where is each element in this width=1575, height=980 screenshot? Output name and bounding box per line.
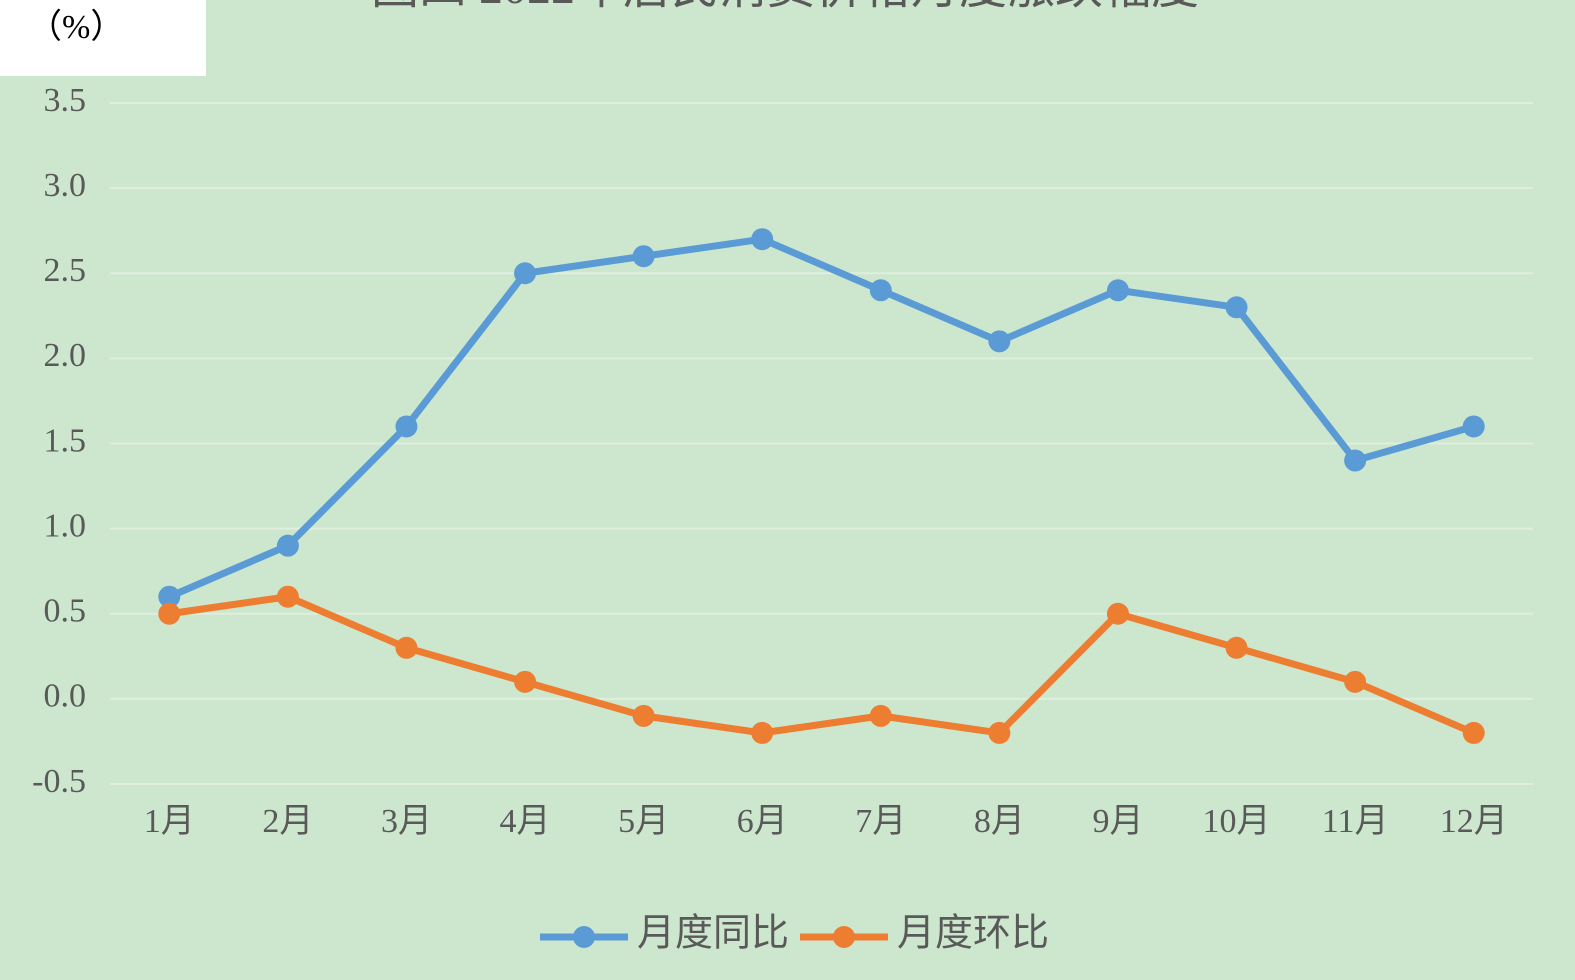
x-tick-label: 10月: [1203, 803, 1271, 840]
x-tick-label: 1月: [144, 803, 195, 840]
data-point: [395, 636, 418, 659]
x-tick-label: 7月: [855, 803, 906, 840]
data-point: [869, 279, 892, 302]
data-point: [751, 228, 774, 251]
y-tick-label: -0.5: [32, 763, 86, 800]
x-tick-label: 6月: [737, 803, 788, 840]
data-point: [1225, 296, 1248, 319]
data-point: [514, 670, 537, 693]
data-point: [276, 534, 299, 557]
y-tick-label: 2.0: [44, 337, 87, 374]
data-point: [1106, 602, 1129, 625]
y-tick-label: 1.5: [44, 422, 87, 459]
legend-marker: [833, 926, 855, 948]
x-tick-label: 2月: [262, 803, 313, 840]
data-point: [632, 704, 655, 727]
series-line: [168, 593, 1476, 737]
legend-label: 月度环比: [897, 913, 1049, 955]
y-tick-label: 1.0: [44, 507, 87, 544]
x-tick-label: 5月: [618, 803, 669, 840]
data-point: [1344, 670, 1367, 693]
data-point: [1106, 279, 1129, 302]
series-line: [167, 235, 1475, 600]
legend-marker: [573, 926, 595, 948]
y-tick-label: 0.0: [44, 678, 87, 715]
data-point: [1344, 449, 1367, 472]
y-tick-label: 3.0: [44, 167, 87, 204]
data-point: [158, 602, 181, 625]
y-tick-label: 2.5: [44, 252, 87, 289]
data-point: [988, 721, 1011, 744]
data-point: [632, 245, 655, 268]
x-tick-label: 4月: [500, 803, 551, 840]
x-tick-label: 12月: [1440, 803, 1508, 840]
unit-box: [0, 0, 206, 76]
y-axis-unit: （%）: [28, 8, 124, 46]
legend-label: 月度同比: [637, 913, 789, 955]
data-point: [1462, 721, 1485, 744]
data-point: [869, 704, 892, 727]
y-tick-label: 0.5: [44, 593, 87, 630]
data-point: [1462, 415, 1485, 438]
y-tick-label: 3.5: [44, 82, 87, 119]
data-point: [988, 330, 1011, 353]
data-point: [514, 262, 537, 285]
x-tick-label: 8月: [974, 803, 1025, 840]
x-tick-label: 3月: [381, 803, 432, 840]
data-point: [751, 721, 774, 744]
x-tick-label: 11月: [1322, 803, 1389, 840]
data-point: [158, 585, 181, 608]
chart-title: 图四 2022年居民消费价格月度涨跌幅度: [371, 0, 1199, 14]
data-point: [395, 415, 418, 438]
x-tick-label: 9月: [1092, 803, 1143, 840]
data-point: [276, 585, 299, 608]
data-point: [1225, 636, 1248, 659]
